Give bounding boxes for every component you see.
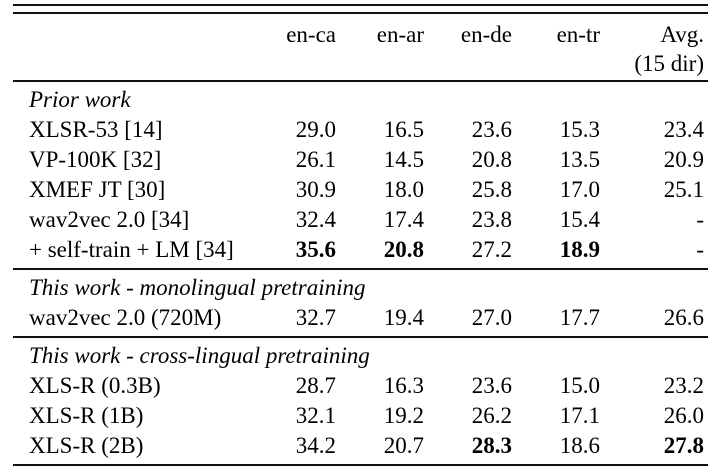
row-label: wav2vec 2.0 (720M) [29,305,222,330]
section-title: This work - cross-lingual pretraining [29,343,370,368]
value-cell: 28.3 [471,433,512,458]
value-cell: 26.1 [295,147,336,172]
table-header-row: en-ca en-ar en-de en-tr Avg. (15 dir) [13,14,708,80]
table-row: XMEF JT [30] 30.9 18.0 25.8 17.0 25.1 [13,175,708,205]
header-en-ar: en-ar [376,22,424,47]
section-rule [13,268,708,270]
value-cell: - [696,237,704,262]
value-cell: 19.4 [383,305,424,330]
row-label: wav2vec 2.0 [34] [29,207,190,232]
section-title: Prior work [29,87,131,112]
table-section: Prior work XLSR-53 [14] 29.0 16.5 23.6 15.3 23… [13,82,708,268]
results-table: en-ca en-ar en-de en-tr Avg. (15 dir) Pr… [13,4,708,470]
value-cell: 16.3 [383,373,424,398]
row-label: XLS-R (1B) [29,403,144,428]
value-cell: 20.8 [383,237,424,262]
value-cell: 32.1 [295,403,336,428]
section-title-row: This work - monolingual pretraining [13,273,708,303]
row-label: XLSR-53 [14] [29,117,163,142]
value-cell: 27.0 [471,305,512,330]
value-cell: 23.8 [471,207,512,232]
value-cell: 13.5 [559,147,600,172]
table-row: wav2vec 2.0 [34] 32.4 17.4 23.8 15.4 - [13,205,708,235]
row-label: XLS-R (2B) [29,433,144,458]
value-cell: 15.0 [559,373,600,398]
value-cell: 25.8 [471,177,512,202]
value-cell: 26.6 [663,305,704,330]
value-cell: 20.7 [383,433,424,458]
value-cell: 34.2 [295,433,336,458]
table-row: wav2vec 2.0 (720M) 32.7 19.4 27.0 17.7 26.6 [13,303,708,333]
table-section: This work - monolingual pretraining wav2v… [13,270,708,336]
value-cell: 20.9 [663,147,704,172]
value-cell: 17.0 [559,177,600,202]
row-label: VP-100K [32] [29,147,162,172]
value-cell: 26.0 [663,403,704,428]
header-avg-line1: Avg. [660,22,704,47]
value-cell: 17.7 [559,305,600,330]
table-row: XLSR-53 [14] 29.0 16.5 23.6 15.3 23.4 [13,115,708,145]
value-cell: 19.2 [383,403,424,428]
value-cell: 30.9 [295,177,336,202]
value-cell: 14.5 [383,147,424,172]
value-cell: 23.6 [471,373,512,398]
section-title-row: This work - cross-lingual pretraining [13,341,708,371]
value-cell: 28.7 [295,373,336,398]
value-cell: 35.6 [295,237,336,262]
value-cell: 27.8 [663,433,704,458]
value-cell: 18.6 [559,433,600,458]
header-rule [13,80,708,82]
value-cell: - [696,207,704,232]
header-en-ca: en-ca [286,22,336,47]
section-rule [13,336,708,338]
header-avg: Avg. (15 dir) [610,20,708,78]
table-row: XLS-R (1B) 32.1 19.2 26.2 17.1 26.0 [13,401,708,431]
header-en-de: en-de [460,22,512,47]
value-cell: 29.0 [295,117,336,142]
value-cell: 15.4 [559,207,600,232]
section-title-row: Prior work [13,85,708,115]
table-body: Prior work XLSR-53 [14] 29.0 16.5 23.6 15.3 23… [13,82,708,464]
value-cell: 15.3 [559,117,600,142]
value-cell: 25.1 [663,177,704,202]
value-cell: 23.4 [663,117,704,142]
value-cell: 23.2 [663,373,704,398]
value-cell: 32.4 [295,207,336,232]
value-cell: 20.8 [471,147,512,172]
header-avg-line2: (15 dir) [634,51,704,76]
table-section: This work - cross-lingual pretraining XLS… [13,338,708,464]
row-label: + self-train + LM [34] [29,237,234,262]
value-cell: 17.1 [559,403,600,428]
value-cell: 26.2 [471,403,512,428]
row-label: XMEF JT [30] [29,177,166,202]
bottom-rule [13,464,708,470]
table-row: XLS-R (0.3B) 28.7 16.3 23.6 15.0 23.2 [13,371,708,401]
row-label: XLS-R (0.3B) [29,373,161,398]
value-cell: 23.6 [471,117,512,142]
value-cell: 18.9 [559,237,600,262]
top-rule [13,4,708,14]
section-title: This work - monolingual pretraining [29,275,366,300]
table-row: VP-100K [32] 26.1 14.5 20.8 13.5 20.9 [13,145,708,175]
value-cell: 27.2 [471,237,512,262]
header-en-tr: en-tr [556,22,600,47]
table-row: + self-train + LM [34] 35.6 20.8 27.2 18.9 - [13,235,708,265]
value-cell: 18.0 [383,177,424,202]
table-row: XLS-R (2B) 34.2 20.7 28.3 18.6 27.8 [13,431,708,461]
value-cell: 17.4 [383,207,424,232]
value-cell: 16.5 [383,117,424,142]
value-cell: 32.7 [295,305,336,330]
